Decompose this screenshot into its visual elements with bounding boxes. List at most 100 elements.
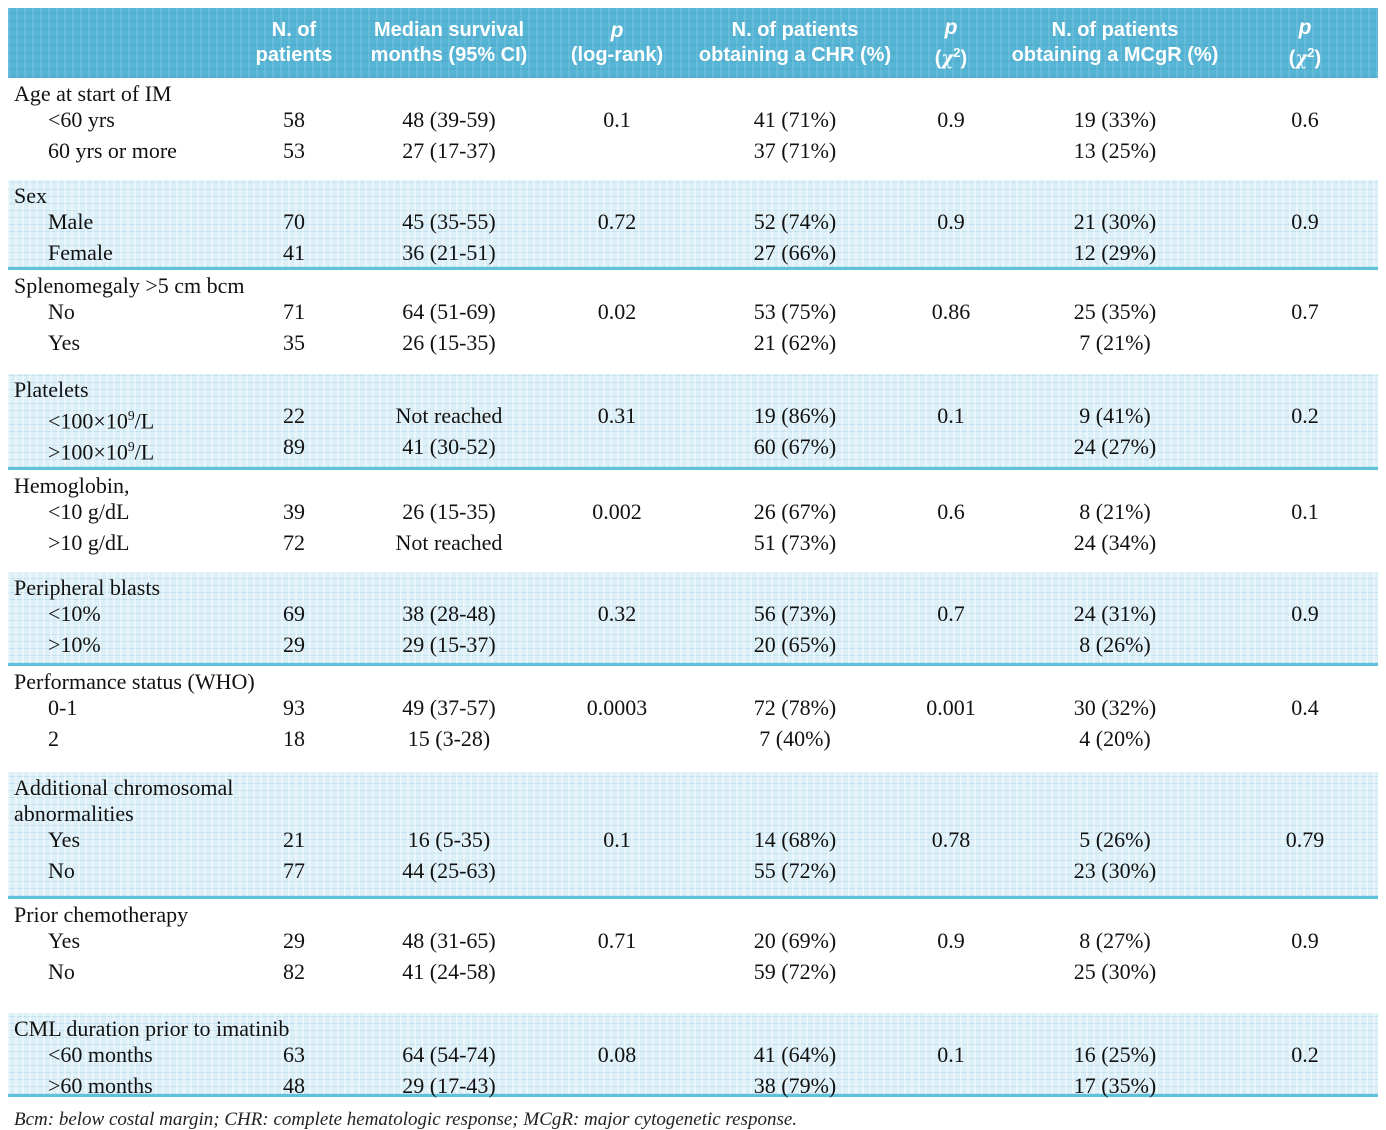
cell-col2: 45 (35-55) [402, 209, 496, 234]
cell-col5: 0.9 [937, 107, 965, 132]
table-row: <60 yrs 58 48 (39-59) 0.1 41 (71%) 0.9 19 (33%… [8, 107, 1378, 133]
cell-col7: 0.9 [1291, 601, 1319, 626]
cell-col6: 9 (41%) [1079, 403, 1151, 428]
cell-col5: 0.1 [937, 403, 965, 428]
cell-col1: 82 [283, 959, 305, 984]
table-row: Yes 35 26 (15-35) 21 (62%) 7 (21%) [8, 330, 1378, 356]
cell-col6: 13 (25%) [1073, 138, 1157, 163]
cell-col4: 52 (74%) [753, 209, 837, 234]
cell-col4: 59 (72%) [753, 959, 837, 984]
cell-col5: 0.1 [937, 1042, 965, 1067]
group-label: Platelets [14, 377, 89, 402]
cell-col6: 24 (31%) [1073, 601, 1157, 626]
column-header-4: N. of patients obtaining a CHR (%) [698, 19, 892, 66]
cell-col6: 19 (33%) [1073, 107, 1157, 132]
cell-col0: >10% [48, 632, 101, 657]
cell-col4: 38 (79%) [753, 1073, 837, 1098]
table-row: >10% 29 29 (15-37) 20 (65%) 8 (26%) [8, 632, 1378, 658]
cell-col1: 41 [283, 240, 305, 265]
cell-col6: 17 (35%) [1073, 1073, 1157, 1098]
table-row: No 71 64 (51-69) 0.02 53 (75%) 0.86 25 (35%) 0.… [8, 299, 1378, 325]
cell-col0: Yes [48, 928, 81, 953]
group-label: Age at start of IM [14, 81, 172, 106]
table-group-6: Performance status (WHO) 0-1 93 49 (37-57) 0… [8, 666, 1378, 772]
cell-col5 [904, 726, 998, 752]
group-label: Additional chromosomal [14, 775, 234, 800]
cell-col3 [548, 726, 686, 752]
cell-col0: >60 months [48, 1073, 153, 1098]
cell-col0: <10 g/dL [48, 499, 130, 524]
table-header-row: N. of patients Median survival months (95% … [8, 8, 1378, 78]
cell-col7: 0.9 [1291, 209, 1319, 234]
cell-col7: 0.4 [1291, 695, 1319, 720]
cell-col2: Not reached [395, 403, 503, 428]
cell-col6: 21 (30%) [1073, 209, 1157, 234]
cell-col4: 21 (62%) [753, 330, 837, 355]
column-header-2: Median survival months (95% CI) [370, 19, 528, 66]
cell-col7: 0.1 [1291, 499, 1319, 524]
cell-col3: 0.1 [603, 827, 631, 852]
cell-col7: 0.2 [1291, 1042, 1319, 1067]
cell-col2: 27 (17-37) [402, 138, 496, 163]
cell-col0: No [48, 858, 75, 883]
cell-col6: 24 (27%) [1073, 434, 1157, 459]
table-footnote: Bcm: below costal margin; CHR: complete … [14, 1109, 798, 1130]
cell-col5 [904, 138, 998, 164]
cell-col1: 69 [283, 601, 305, 626]
table-row: <10% 69 38 (28-48) 0.32 56 (73%) 0.7 24 (31%) 0… [8, 601, 1378, 627]
cell-col1: 93 [283, 695, 305, 720]
cell-col5: 0.86 [931, 299, 971, 324]
table-row: <60 months 63 64 (54-74) 0.08 41 (64%) 0.1 16 … [8, 1042, 1378, 1068]
cell-col5 [904, 240, 998, 266]
cell-col2: 26 (15-35) [402, 330, 496, 355]
cell-col2: 26 (15-35) [402, 499, 496, 524]
cell-col3 [548, 632, 686, 658]
cell-col4: 51 (73%) [753, 530, 837, 555]
group-label: Splenomegaly >5 cm bcm [14, 273, 245, 298]
cell-col4: 56 (73%) [753, 601, 837, 626]
cell-col2: 15 (3-28) [407, 726, 491, 751]
cell-col1: 39 [283, 499, 305, 524]
cell-col7: 0.2 [1291, 403, 1319, 428]
cell-col0: <100×109/L [48, 408, 155, 434]
cell-col4: 53 (75%) [753, 299, 837, 324]
table-group-5: Peripheral blasts <10% 69 38 (28-48) 0.32 56 … [8, 572, 1378, 666]
cell-col3 [548, 240, 686, 266]
table-row: 2 18 15 (3-28) 7 (40%) 4 (20%) [8, 726, 1378, 752]
group-label: Peripheral blasts [14, 575, 161, 600]
table-group-8: Prior chemotherapy Yes 29 48 (31-65) 0.71 20 … [8, 899, 1378, 1013]
cell-col1: 77 [283, 858, 305, 883]
cell-col7: 0.79 [1285, 827, 1325, 852]
column-header-3: p (log-rank) [570, 19, 664, 66]
table-row: Male 70 45 (35-55) 0.72 52 (74%) 0.9 21 (30%) 0… [8, 209, 1378, 235]
cell-col6: 16 (25%) [1073, 1042, 1157, 1067]
cell-col7 [1232, 530, 1378, 556]
cell-col3: 0.02 [597, 299, 637, 324]
cell-col6: 8 (26%) [1079, 632, 1151, 657]
cell-col2: 41 (24-58) [402, 959, 496, 984]
cell-col5 [904, 1073, 998, 1099]
cell-col4: 7 (40%) [759, 726, 831, 751]
cell-col4: 72 (78%) [753, 695, 837, 720]
cell-col5 [904, 858, 998, 884]
cell-col6: 25 (35%) [1073, 299, 1157, 324]
cell-col5: 0.6 [937, 499, 965, 524]
group-label-line2: abnormalities [14, 801, 134, 826]
cell-col1: 22 [283, 403, 305, 428]
cell-col3 [548, 530, 686, 556]
cell-col7 [1232, 858, 1378, 884]
table-row: 60 yrs or more 53 27 (17-37) 37 (71%) 13 (25… [8, 138, 1378, 164]
column-header-6: N. of patients obtaining a MCgR (%) [1011, 19, 1219, 66]
cell-col2: 41 (30-52) [402, 434, 496, 459]
prognostic-factors-table-body: Age at start of IM <60 yrs 58 48 (39-59) 0.1… [8, 78, 1378, 1099]
cell-col5 [904, 959, 998, 985]
cell-col1: 58 [283, 107, 305, 132]
cell-col7 [1232, 959, 1378, 985]
cell-col1: 29 [283, 632, 305, 657]
cell-col5 [904, 330, 998, 356]
cell-col1: 48 [283, 1073, 305, 1098]
table-row: No 82 41 (24-58) 59 (72%) 25 (30%) [8, 959, 1378, 985]
cell-col4: 26 (67%) [753, 499, 837, 524]
cell-col0: No [48, 959, 75, 984]
cell-col4: 37 (71%) [753, 138, 837, 163]
